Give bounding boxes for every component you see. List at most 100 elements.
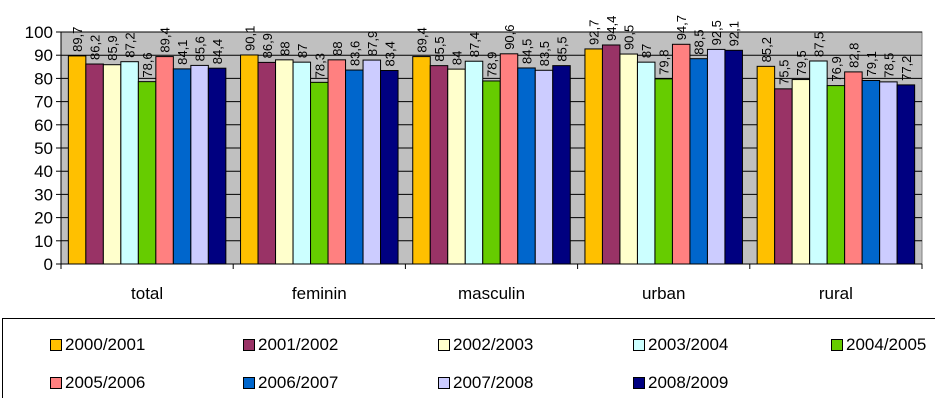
bar — [844, 71, 863, 265]
legend-swatch — [438, 377, 450, 389]
legend-label: 2004/2005 — [846, 335, 927, 354]
data-label: 78,6 — [140, 52, 155, 77]
y-tick-label: 80 — [34, 69, 53, 88]
legend-swatch — [831, 339, 843, 351]
bar — [619, 53, 638, 265]
data-label: 78,5 — [881, 53, 896, 78]
y-tick-label: 70 — [34, 93, 53, 112]
legend-item: 2008/2009 — [633, 373, 728, 393]
legend-swatch — [438, 339, 450, 351]
x-tick-label: urban — [642, 284, 685, 303]
data-label: 85,9 — [105, 35, 120, 60]
data-label: 83,4 — [382, 41, 397, 66]
data-label: 84,1 — [175, 40, 190, 65]
data-label: 89,4 — [158, 27, 173, 52]
bar — [584, 48, 603, 265]
bar — [499, 53, 519, 265]
bar — [706, 48, 726, 265]
bar — [327, 59, 347, 265]
legend-item: 2000/2001 — [50, 335, 145, 355]
data-label: 86,2 — [88, 35, 103, 60]
legend-swatch — [50, 339, 62, 351]
bar — [190, 64, 209, 265]
legend-label: 2002/2003 — [453, 335, 534, 354]
bar — [671, 43, 691, 265]
bar — [102, 64, 122, 265]
data-label: 88,5 — [692, 29, 707, 54]
data-label: 94,7 — [674, 15, 689, 40]
bar — [310, 81, 329, 265]
x-tick-label: feminin — [292, 284, 347, 303]
bar — [85, 63, 104, 265]
data-label: 82,8 — [846, 43, 861, 68]
bar — [155, 56, 174, 265]
data-label: 83,6 — [347, 41, 362, 66]
y-tick-label: 90 — [34, 46, 53, 65]
bar — [345, 69, 364, 265]
data-label: 77,2 — [899, 56, 914, 81]
bar — [896, 84, 916, 265]
bar — [601, 44, 621, 265]
y-tick-label: 100 — [25, 23, 53, 42]
bar — [791, 79, 811, 265]
data-label: 92,5 — [709, 20, 724, 45]
legend-item: 2007/2008 — [438, 373, 533, 393]
data-label: 78,3 — [312, 53, 327, 78]
legend-item: 2005/2006 — [50, 373, 145, 393]
bar — [207, 67, 227, 265]
legend-label: 2001/2002 — [258, 335, 339, 354]
bar — [756, 65, 776, 265]
data-label: 88 — [277, 41, 292, 55]
bar — [137, 81, 157, 265]
x-tick-label: total — [131, 284, 163, 303]
legend-label: 2005/2006 — [65, 373, 146, 392]
data-label: 84,5 — [520, 39, 535, 64]
bar — [362, 59, 382, 265]
data-label: 79,5 — [794, 50, 809, 75]
data-label: 87 — [639, 44, 654, 58]
bar — [120, 61, 139, 265]
bar — [879, 81, 898, 265]
data-label: 94,4 — [604, 16, 619, 41]
bar — [724, 49, 743, 265]
data-label: 87,4 — [467, 32, 482, 57]
y-tick-label: 60 — [34, 116, 53, 135]
y-tick-label: 20 — [34, 209, 53, 228]
bar — [654, 78, 673, 265]
legend-label: 2008/2009 — [648, 373, 729, 392]
bar — [380, 70, 399, 265]
bar — [429, 65, 449, 265]
data-label: 85,5 — [432, 36, 447, 61]
x-tick-label: rural — [819, 284, 853, 303]
y-tick-label: 30 — [34, 185, 53, 204]
legend-item: 2004/2005 — [831, 335, 926, 355]
bar — [172, 68, 192, 265]
legend-label: 2000/2001 — [65, 335, 146, 354]
bar — [67, 55, 87, 265]
data-label: 87 — [295, 44, 310, 58]
data-label: 87,9 — [365, 31, 380, 56]
data-label: 89,4 — [415, 27, 430, 52]
y-tick-label: 50 — [34, 139, 53, 158]
data-label: 84 — [450, 51, 465, 65]
data-label: 85,5 — [555, 36, 570, 61]
bar — [517, 67, 536, 265]
bar — [689, 58, 708, 265]
data-label: 90,5 — [622, 25, 637, 50]
data-label: 79,8 — [657, 50, 672, 75]
data-label: 87,2 — [123, 32, 138, 57]
bar — [552, 65, 571, 265]
bar — [534, 69, 554, 265]
bar — [275, 59, 294, 265]
legend-label: 2003/2004 — [648, 335, 729, 354]
legend-item: 2001/2002 — [243, 335, 338, 355]
data-label: 75,5 — [776, 60, 791, 85]
y-tick-label: 40 — [34, 162, 53, 181]
y-tick-label: 0 — [44, 255, 53, 274]
bar — [257, 61, 277, 265]
data-label: 84,4 — [210, 39, 225, 64]
data-label: 87,5 — [811, 32, 826, 57]
legend-label: 2007/2008 — [453, 373, 534, 392]
bar — [447, 68, 466, 265]
data-label: 88 — [330, 41, 345, 55]
